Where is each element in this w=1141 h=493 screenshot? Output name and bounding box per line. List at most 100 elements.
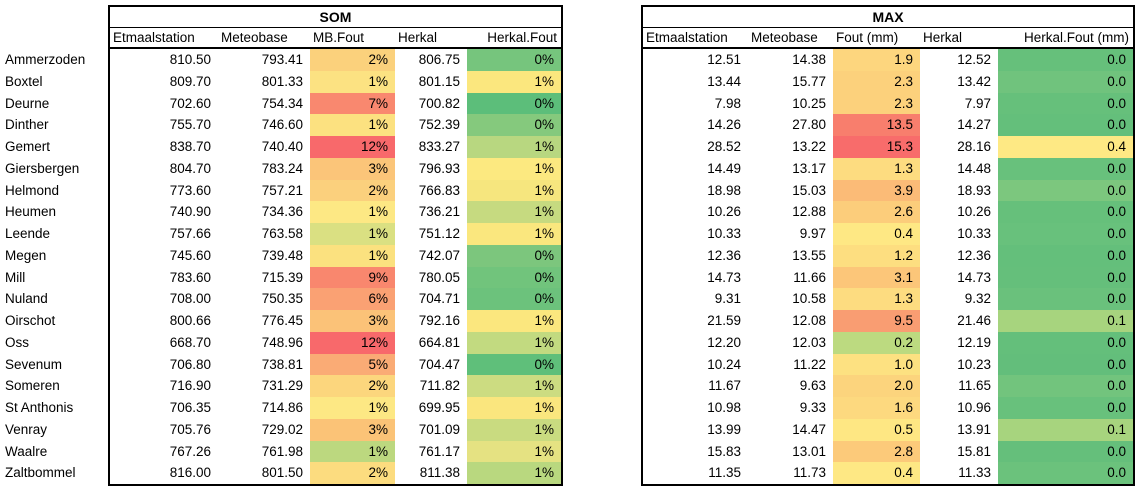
value-cell: 12.52 [957, 52, 991, 67]
value-cell: 729.02 [261, 421, 303, 437]
value-cell: 701.09 [418, 421, 460, 437]
table-row: 757.66 763.58 1% 751.12 1% [110, 223, 561, 245]
value-cell: 755.70 [169, 117, 211, 133]
value-cell: 0.0 [998, 288, 1133, 310]
value-cell: 0.4 [833, 223, 920, 245]
value-cell: 9.63 [799, 378, 826, 394]
value-cell: 3% [310, 310, 395, 332]
value-cell: 9% [310, 266, 395, 289]
table-row: 14.73 11.66 3.1 14.73 0.0 [643, 266, 1133, 289]
station-label: Nuland [5, 291, 48, 307]
station-label: Heumen [5, 204, 57, 220]
value-cell: 0.0 [998, 223, 1133, 245]
value-cell: 708.00 [169, 291, 211, 307]
value-cell: 12.51 [707, 52, 741, 67]
value-cell: 21.59 [707, 313, 741, 328]
value-cell: 0.0 [998, 397, 1133, 419]
value-cell: 2% [310, 49, 395, 71]
table-row: 10.98 9.33 1.6 10.96 0.0 [643, 397, 1133, 419]
value-cell: 10.24 [707, 356, 741, 372]
max-header-row: Etmaalstation Meteobase Fout (mm) Herkal Her… [643, 28, 1133, 49]
value-cell: 0.2 [833, 331, 920, 354]
table-row: 10.26 12.88 2.6 10.26 0.0 [643, 201, 1133, 223]
value-cell: 28.16 [957, 139, 991, 154]
value-cell: 12.36 [957, 247, 991, 263]
table-row: 11.35 11.73 0.4 11.33 0.0 [643, 462, 1133, 484]
value-cell: 10.25 [792, 95, 826, 111]
value-cell: 12% [310, 331, 395, 354]
table-row: 9.31 10.58 1.3 9.32 0.0 [643, 288, 1133, 310]
value-cell: 2.8 [833, 440, 920, 463]
value-cell: 18.93 [957, 182, 991, 198]
column-header: Herkal [398, 30, 438, 45]
station-label: Helmond [5, 182, 60, 198]
value-cell: 742.07 [418, 247, 460, 263]
station-label: Giersbergen [5, 160, 80, 176]
column-header: Fout (mm) [836, 30, 899, 45]
value-cell: 1.0 [833, 353, 920, 376]
som-table-title: SOM [110, 7, 561, 28]
value-cell: 0.1 [998, 418, 1133, 441]
value-cell: 706.35 [169, 400, 211, 415]
value-cell: 1% [467, 418, 561, 441]
table-row: 800.66 776.45 3% 792.16 1% [110, 310, 561, 332]
table-row: 11.67 9.63 2.0 11.65 0.0 [643, 375, 1133, 397]
value-cell: 801.33 [261, 73, 303, 89]
value-cell: 10.33 [707, 226, 741, 241]
value-cell: 15.83 [707, 443, 741, 459]
value-cell: 14.73 [707, 269, 741, 285]
value-cell: 2% [310, 179, 395, 202]
table-row: 755.70 746.60 1% 752.39 0% [110, 114, 561, 136]
value-cell: 2% [310, 462, 395, 484]
column-header: Herkal.Fout (mm) [1023, 30, 1129, 45]
value-cell: 12.88 [792, 204, 826, 220]
value-cell: 739.48 [261, 247, 303, 263]
value-cell: 740.90 [169, 204, 211, 220]
value-cell: 12.08 [792, 313, 826, 328]
value-cell: 0% [467, 266, 561, 289]
value-cell: 761.17 [418, 443, 460, 459]
table-row: 14.49 13.17 1.3 14.48 0.0 [643, 157, 1133, 180]
value-cell: 704.71 [418, 291, 460, 307]
station-label: Dinther [5, 117, 49, 133]
table-row: 816.00 801.50 2% 811.38 1% [110, 462, 561, 484]
table-som: SOM Etmaalstation Meteobase MB.Fout Herkal H… [108, 5, 563, 486]
table-row: 12.20 12.03 0.2 12.19 0.0 [643, 331, 1133, 354]
column-header: Meteobase [751, 30, 818, 45]
value-cell: 792.16 [418, 313, 460, 328]
value-cell: 1% [467, 462, 561, 484]
station-label: Venray [5, 421, 48, 437]
value-cell: 5% [310, 353, 395, 376]
station-label: Boxtel [5, 73, 43, 89]
value-cell: 0.0 [998, 440, 1133, 463]
value-cell: 6% [310, 288, 395, 310]
value-cell: 10.26 [707, 204, 741, 220]
value-cell: 15.77 [792, 73, 826, 89]
value-cell: 2.3 [833, 70, 920, 93]
column-header: Etmaalstation [646, 30, 728, 45]
table-row: 28.52 13.22 15.3 28.16 0.4 [643, 136, 1133, 158]
value-cell: 1% [310, 70, 395, 93]
value-cell: 1.9 [833, 49, 920, 71]
table-row: 716.90 731.29 2% 711.82 1% [110, 375, 561, 397]
value-cell: 3% [310, 418, 395, 441]
value-cell: 751.12 [418, 226, 460, 241]
table-row: 745.60 739.48 1% 742.07 0% [110, 244, 561, 267]
value-cell: 3% [310, 157, 395, 180]
table-row: 13.44 15.77 2.3 13.42 0.0 [643, 70, 1133, 93]
value-cell: 736.21 [418, 204, 460, 220]
value-cell: 13.17 [792, 160, 826, 176]
column-header: Meteobase [221, 30, 288, 45]
value-cell: 833.27 [418, 139, 460, 154]
table-row: 10.24 11.22 1.0 10.23 0.0 [643, 353, 1133, 376]
station-label: Mill [5, 269, 26, 285]
station-label: St Anthonis [5, 400, 74, 415]
value-cell: 1% [467, 397, 561, 419]
value-cell: 806.75 [418, 52, 460, 67]
value-cell: 738.81 [261, 356, 303, 372]
value-cell: 15.81 [957, 443, 991, 459]
value-cell: 1.3 [833, 157, 920, 180]
value-cell: 9.5 [833, 310, 920, 332]
value-cell: 816.00 [169, 465, 211, 481]
max-table-body: 12.51 14.38 1.9 12.52 0.0 13.44 15.77 2.3 13.42 0… [643, 49, 1133, 484]
